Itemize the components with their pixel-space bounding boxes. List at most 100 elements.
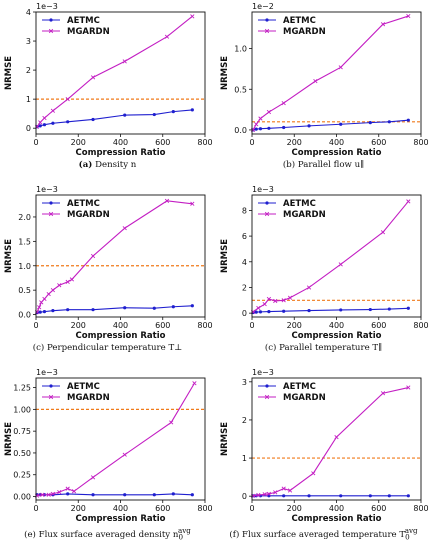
data-point xyxy=(273,490,278,495)
x-tick-label: 400 xyxy=(329,504,344,513)
chart-caption: (c) Perpendicular temperature T⊥ xyxy=(32,343,183,353)
data-point xyxy=(339,494,343,498)
data-point xyxy=(380,391,386,396)
data-point xyxy=(380,22,386,27)
x-tick-label: 600 xyxy=(371,321,386,330)
legend-label: MGARDN xyxy=(283,393,326,403)
y-tick-label: 0.75 xyxy=(13,427,31,436)
y-tick-label: 1.25 xyxy=(13,384,31,393)
chart-caption: (c) Parallel temperature T∥ xyxy=(264,343,383,353)
legend-label: MGARDN xyxy=(283,210,326,220)
chart-perpendicular-temperature: 0 200 400 600 800 0.0 0.5 1.0 1.5 2.0 1e−3 Compress… xyxy=(4,185,213,341)
y-axis-label: NRMSE xyxy=(220,422,230,456)
data-point xyxy=(266,109,272,115)
chart-parallel-flow: 0 200 400 600 800 0.0 0.5 1.0 1e−2 Compression Ra… xyxy=(220,2,429,158)
x-tick-label: 400 xyxy=(113,321,128,330)
data-point xyxy=(65,486,70,491)
data-point xyxy=(171,305,175,309)
series-line-aetmc xyxy=(252,119,409,131)
y-tick-label: 1 xyxy=(242,454,247,463)
data-point xyxy=(50,491,56,497)
x-tick-label: 600 xyxy=(155,138,170,147)
data-point xyxy=(190,108,194,112)
data-point xyxy=(91,308,95,312)
data-point xyxy=(190,201,195,206)
y-tick-label: 0.5 xyxy=(18,286,31,295)
y-tick-label: 0.25 xyxy=(13,471,31,480)
chart-flux-temperature: 0 200 400 600 800 0 1 2 3 1e−3 Compression Ratio NR… xyxy=(220,368,429,524)
x-tick-label: 400 xyxy=(329,321,344,330)
data-point xyxy=(38,310,42,314)
data-point xyxy=(254,127,258,131)
legend-marker xyxy=(264,211,270,217)
legend-label: MGARDN xyxy=(67,210,110,220)
data-point xyxy=(273,298,278,304)
y-axis-label: NRMSE xyxy=(4,56,14,90)
series-line-aetmc xyxy=(36,109,193,128)
legend-label: AETMC xyxy=(67,16,100,26)
y-tick-label: 0.5 xyxy=(234,85,247,94)
legend-label: MGARDN xyxy=(283,27,326,37)
chart-panel-e: 0 200 400 600 800 0.00 0.25 0.50 0.75 1.00 1.25 1e−… xyxy=(0,366,215,549)
data-point xyxy=(190,304,194,308)
data-point xyxy=(190,14,195,19)
data-point xyxy=(406,306,410,310)
y-tick-label: 4 xyxy=(26,8,31,17)
x-tick-label: 200 xyxy=(287,321,302,330)
plot-frame xyxy=(251,194,422,318)
axis-multiplier: 1e−3 xyxy=(252,368,274,377)
data-point xyxy=(338,65,343,70)
y-axis-label: NRMSE xyxy=(4,239,14,273)
data-point xyxy=(306,285,312,290)
legend-marker xyxy=(48,211,54,217)
data-point xyxy=(50,108,56,113)
legend-marker xyxy=(265,384,269,388)
x-tick-label: 800 xyxy=(413,321,428,330)
data-point xyxy=(287,488,293,493)
chart-panel-c: 0 200 400 600 800 0.0 0.5 1.0 1.5 2.0 1e−3 Compress… xyxy=(0,183,215,366)
legend-label: AETMC xyxy=(283,199,316,209)
data-point xyxy=(38,120,43,125)
y-tick-label: 0.0 xyxy=(18,311,31,320)
x-tick-label: 200 xyxy=(287,504,302,513)
x-axis-label: Compression Ratio xyxy=(292,331,382,341)
data-point xyxy=(169,420,174,425)
data-point xyxy=(57,283,62,288)
x-tick-label: 0 xyxy=(33,321,38,330)
y-tick-label: 2.0 xyxy=(18,213,31,222)
data-point xyxy=(91,117,95,122)
y-tick-label: 6 xyxy=(242,232,247,241)
data-point xyxy=(66,120,70,124)
data-point xyxy=(387,307,391,311)
axis-multiplier: 1e−3 xyxy=(252,185,274,194)
data-point xyxy=(152,493,156,497)
data-point xyxy=(57,490,62,495)
data-point xyxy=(69,277,75,282)
data-point xyxy=(406,494,410,498)
y-tick-label: 0.00 xyxy=(13,493,31,502)
data-point xyxy=(66,308,70,312)
data-point xyxy=(46,492,51,497)
legend-label: AETMC xyxy=(67,382,100,392)
legend-marker xyxy=(49,384,53,388)
data-point xyxy=(39,300,44,305)
data-point xyxy=(406,118,410,122)
x-tick-label: 0 xyxy=(249,138,254,147)
chart-density: 0 200 400 600 800 0 1 2 3 4 1e−3 Compression Ratio N… xyxy=(4,2,213,158)
data-point xyxy=(123,306,127,310)
x-axis-label: Compression Ratio xyxy=(76,331,166,341)
chart-caption: (b) Parallel flow u∥ xyxy=(282,160,365,170)
y-tick-label: 1.00 xyxy=(13,405,31,414)
data-point xyxy=(50,288,56,293)
chart-panel-f: 0 200 400 600 800 0 1 2 3 1e−3 Compression Ratio NR… xyxy=(216,366,431,549)
y-tick-label: 1.0 xyxy=(18,262,31,271)
data-point xyxy=(122,59,127,64)
plot-frame xyxy=(251,11,422,135)
data-point xyxy=(164,198,170,203)
data-point xyxy=(339,308,343,312)
x-tick-label: 800 xyxy=(197,138,212,147)
data-point xyxy=(281,100,286,106)
x-tick-label: 800 xyxy=(413,504,428,513)
x-tick-label: 200 xyxy=(71,504,86,513)
data-point xyxy=(190,493,194,497)
